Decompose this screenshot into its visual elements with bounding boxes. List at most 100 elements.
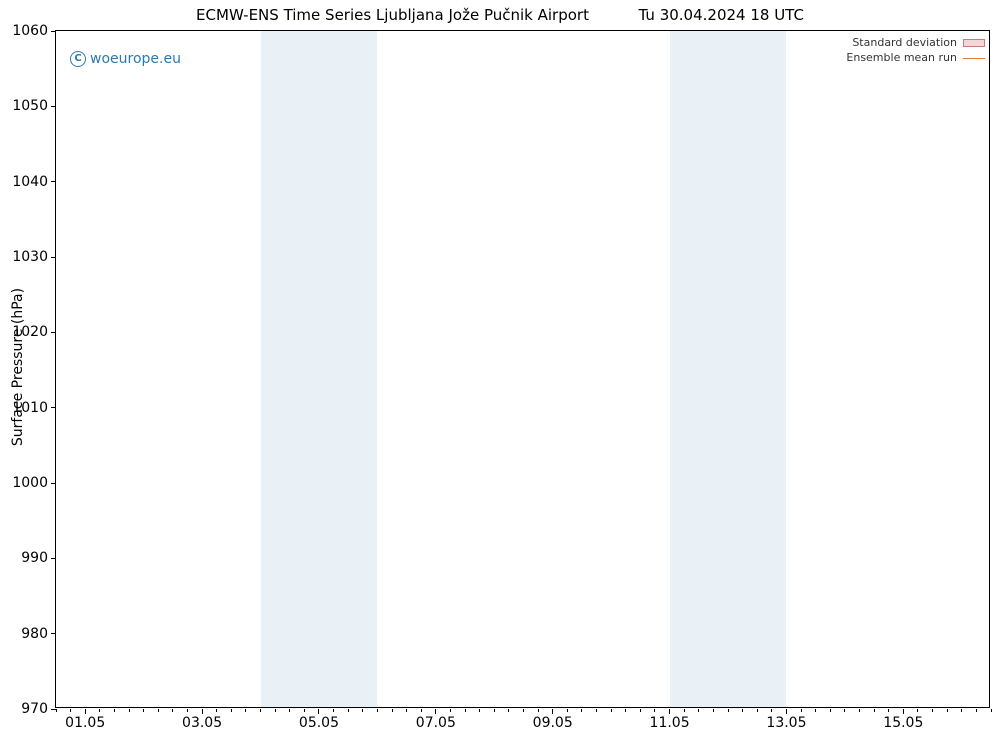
x-minor-tick-mark [465, 709, 466, 712]
x-minor-tick-mark [991, 709, 992, 712]
y-tick-label: 1020 [12, 324, 48, 340]
x-minor-tick-mark [392, 709, 393, 712]
y-tick-mark [51, 558, 56, 559]
x-minor-tick-mark [859, 709, 860, 712]
chart-title-right: Tu 30.04.2024 18 UTC [639, 6, 804, 24]
legend-item: Standard deviation [846, 35, 985, 50]
x-minor-tick-mark [348, 709, 349, 712]
y-tick-mark [51, 332, 56, 333]
x-minor-tick-mark [976, 709, 977, 712]
y-tick-mark [51, 257, 56, 258]
x-minor-tick-mark [129, 709, 130, 712]
x-minor-tick-mark [698, 709, 699, 712]
x-minor-tick-mark [245, 709, 246, 712]
y-tick-mark [51, 407, 56, 408]
x-minor-tick-mark [231, 709, 232, 712]
x-minor-tick-mark [143, 709, 144, 712]
x-tick-mark [85, 709, 86, 714]
x-minor-tick-mark [581, 709, 582, 712]
legend-item: Ensemble mean run [846, 50, 985, 65]
x-minor-tick-mark [377, 709, 378, 712]
x-minor-tick-mark [56, 709, 57, 712]
x-minor-tick-mark [611, 709, 612, 712]
x-minor-tick-mark [158, 709, 159, 712]
x-tick-label: 01.05 [65, 715, 105, 731]
y-tick-mark [51, 181, 56, 182]
y-tick-mark [51, 106, 56, 107]
legend-swatch [963, 39, 985, 47]
x-minor-tick-mark [289, 709, 290, 712]
legend-line [963, 58, 985, 59]
y-tick-label: 1010 [12, 400, 48, 416]
x-minor-tick-mark [728, 709, 729, 712]
x-minor-tick-mark [450, 709, 451, 712]
x-minor-tick-mark [596, 709, 597, 712]
x-tick-label: 11.05 [650, 715, 690, 731]
x-minor-tick-mark [844, 709, 845, 712]
x-tick-mark [435, 709, 436, 714]
x-minor-tick-mark [713, 709, 714, 712]
legend-label: Ensemble mean run [846, 50, 957, 65]
legend-label: Standard deviation [852, 35, 957, 50]
x-minor-tick-mark [567, 709, 568, 712]
x-minor-tick-mark [421, 709, 422, 712]
y-tick-label: 1060 [12, 23, 48, 39]
x-minor-tick-mark [625, 709, 626, 712]
x-minor-tick-mark [830, 709, 831, 712]
x-tick-mark [202, 709, 203, 714]
x-minor-tick-mark [260, 709, 261, 712]
watermark: C woeurope.eu [70, 51, 181, 67]
x-minor-tick-mark [114, 709, 115, 712]
x-tick-label: 05.05 [299, 715, 339, 731]
y-tick-mark [51, 633, 56, 634]
y-tick-label: 970 [21, 701, 48, 717]
x-minor-tick-mark [406, 709, 407, 712]
x-tick-label: 13.05 [766, 715, 806, 731]
x-minor-tick-mark [172, 709, 173, 712]
x-minor-tick-mark [947, 709, 948, 712]
x-minor-tick-mark [333, 709, 334, 712]
x-tick-mark [786, 709, 787, 714]
y-tick-label: 1040 [12, 174, 48, 190]
x-minor-tick-mark [742, 709, 743, 712]
x-minor-tick-mark [99, 709, 100, 712]
x-minor-tick-mark [815, 709, 816, 712]
x-tick-mark [318, 709, 319, 714]
x-minor-tick-mark [888, 709, 889, 712]
y-tick-label: 980 [21, 626, 48, 642]
y-tick-label: 1000 [12, 475, 48, 491]
x-minor-tick-mark [684, 709, 685, 712]
copyright-icon: C [70, 51, 86, 67]
x-minor-tick-mark [523, 709, 524, 712]
x-tick-mark [903, 709, 904, 714]
weekend-band [261, 31, 378, 707]
x-tick-mark [552, 709, 553, 714]
legend: Standard deviationEnsemble mean run [846, 35, 985, 66]
x-minor-tick-mark [654, 709, 655, 712]
chart-title-row: ECMW-ENS Time Series Ljubljana Jože Pučn… [0, 6, 1000, 24]
x-minor-tick-mark [216, 709, 217, 712]
x-minor-tick-mark [70, 709, 71, 712]
x-minor-tick-mark [494, 709, 495, 712]
x-minor-tick-mark [771, 709, 772, 712]
x-tick-mark [669, 709, 670, 714]
y-axis-label: Surface Pressure (hPa) [10, 287, 26, 445]
x-minor-tick-mark [640, 709, 641, 712]
x-minor-tick-mark [304, 709, 305, 712]
y-tick-label: 990 [21, 550, 48, 566]
watermark-text: woeurope.eu [90, 51, 181, 67]
x-tick-label: 15.05 [883, 715, 923, 731]
x-minor-tick-mark [874, 709, 875, 712]
x-minor-tick-mark [917, 709, 918, 712]
x-minor-tick-mark [961, 709, 962, 712]
x-minor-tick-mark [538, 709, 539, 712]
y-tick-label: 1050 [12, 98, 48, 114]
x-minor-tick-mark [187, 709, 188, 712]
plot-area: C woeurope.eu Standard deviationEnsemble… [55, 30, 990, 708]
x-tick-label: 03.05 [182, 715, 222, 731]
y-tick-label: 1030 [12, 249, 48, 265]
x-tick-label: 09.05 [533, 715, 573, 731]
x-minor-tick-mark [275, 709, 276, 712]
weekend-band [670, 31, 787, 707]
x-minor-tick-mark [362, 709, 363, 712]
